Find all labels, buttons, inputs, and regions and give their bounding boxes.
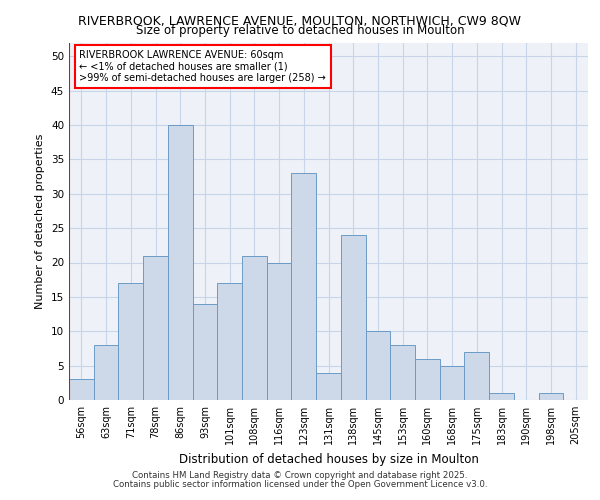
Bar bbox=[267, 262, 292, 400]
Bar bbox=[143, 256, 168, 400]
Bar bbox=[168, 125, 193, 400]
Text: Size of property relative to detached houses in Moulton: Size of property relative to detached ho… bbox=[136, 24, 464, 37]
Bar bbox=[217, 283, 242, 400]
Bar bbox=[390, 345, 415, 400]
Bar bbox=[69, 380, 94, 400]
Bar bbox=[440, 366, 464, 400]
Bar bbox=[341, 235, 365, 400]
Text: RIVERBROOK, LAWRENCE AVENUE, MOULTON, NORTHWICH, CW9 8QW: RIVERBROOK, LAWRENCE AVENUE, MOULTON, NO… bbox=[79, 14, 521, 27]
X-axis label: Distribution of detached houses by size in Moulton: Distribution of detached houses by size … bbox=[179, 452, 478, 466]
Bar bbox=[489, 393, 514, 400]
Bar bbox=[292, 173, 316, 400]
Text: Contains public sector information licensed under the Open Government Licence v3: Contains public sector information licen… bbox=[113, 480, 487, 489]
Bar bbox=[118, 283, 143, 400]
Bar bbox=[242, 256, 267, 400]
Bar bbox=[539, 393, 563, 400]
Bar bbox=[415, 359, 440, 400]
Bar bbox=[365, 331, 390, 400]
Y-axis label: Number of detached properties: Number of detached properties bbox=[35, 134, 46, 309]
Bar bbox=[193, 304, 217, 400]
Text: Contains HM Land Registry data © Crown copyright and database right 2025.: Contains HM Land Registry data © Crown c… bbox=[132, 471, 468, 480]
Text: RIVERBROOK LAWRENCE AVENUE: 60sqm
← <1% of detached houses are smaller (1)
>99% : RIVERBROOK LAWRENCE AVENUE: 60sqm ← <1% … bbox=[79, 50, 326, 83]
Bar bbox=[316, 372, 341, 400]
Bar bbox=[464, 352, 489, 400]
Bar bbox=[94, 345, 118, 400]
